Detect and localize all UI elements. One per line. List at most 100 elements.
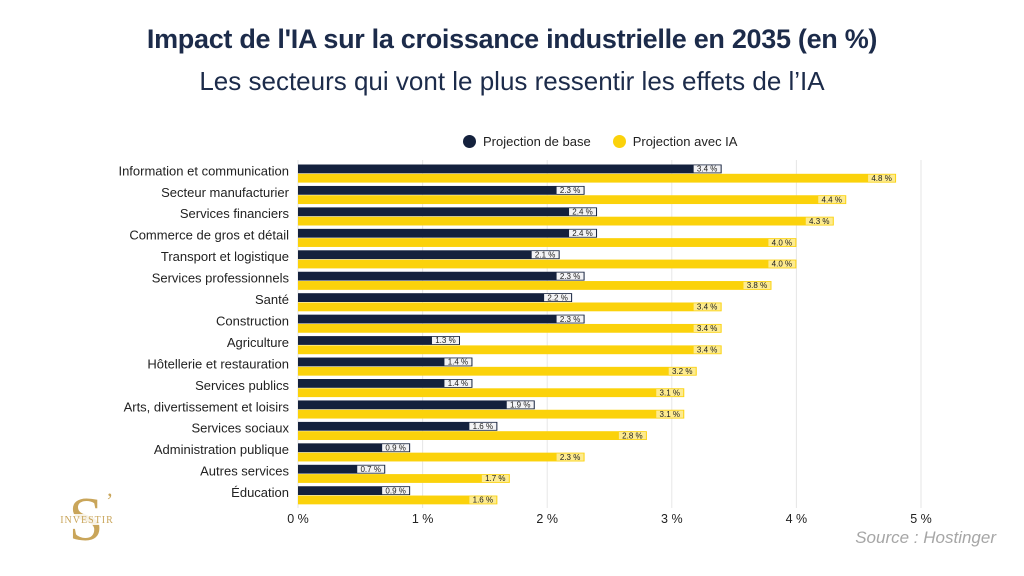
value-label-bg (818, 196, 846, 204)
value-label-bg (556, 186, 584, 194)
x-tick-label: 2 % (536, 512, 558, 526)
value-label: 0.7 % (360, 465, 380, 474)
value-label-bg (469, 496, 497, 504)
value-label: 1.4 % (448, 358, 468, 367)
source-note: Source : Hostinger (855, 528, 996, 547)
bar-ia (298, 302, 722, 312)
legend-dot-base (463, 134, 476, 148)
value-label-bg (444, 358, 472, 366)
bar-base (298, 379, 473, 388)
bar-ia (298, 495, 498, 505)
value-label: 3.1 % (660, 388, 680, 397)
value-label-bg (868, 174, 896, 182)
category-label: Transport et logistique (161, 249, 289, 264)
bar-base (298, 421, 498, 431)
value-label-bg (357, 465, 385, 473)
value-label: 2.4 % (572, 229, 592, 238)
category-label: Éducation (231, 485, 289, 500)
value-label: 3.8 % (747, 281, 767, 290)
bar-ia (298, 345, 722, 355)
category-label: Hôtellerie et restauration (147, 356, 289, 371)
category-label: Services professionnels (152, 271, 290, 286)
value-label-bg (618, 432, 646, 440)
value-label: 3.4 % (697, 165, 717, 174)
bar-ia (298, 431, 647, 440)
value-label: 4.4 % (822, 195, 842, 204)
category-label: Autres services (200, 464, 289, 479)
value-label: 3.4 % (697, 346, 717, 355)
value-label: 1.6 % (473, 422, 493, 431)
category-label: Arts, divertissement et loisirs (124, 399, 290, 414)
bar-base (298, 250, 560, 260)
logo-apostrophe: ’ (106, 488, 113, 513)
category-label: Agriculture (227, 335, 289, 350)
investir-logo: S ’ INVESTIR (54, 486, 120, 554)
chart-title: Impact de l'IA sur la croissance industr… (146, 24, 878, 54)
value-label: 2.3 % (560, 186, 580, 195)
chart-subtitle: Les secteurs qui vont le plus ressentir … (199, 66, 825, 96)
value-label: 1.4 % (448, 379, 468, 388)
value-label-bg (531, 251, 559, 259)
x-tick-label: 1 % (412, 512, 434, 526)
value-label-bg (693, 165, 721, 173)
legend-label-ia: Projection avec IA (632, 133, 738, 149)
value-label-bg (556, 315, 584, 323)
bar-ia (298, 173, 897, 183)
value-label-bg (469, 422, 497, 430)
category-label: Information et communication (118, 163, 289, 178)
value-label-bg (556, 272, 584, 280)
bar-ia (298, 216, 834, 226)
bar-base (298, 400, 535, 410)
bar-base (298, 207, 598, 217)
value-label: 2.1 % (535, 250, 555, 259)
x-tick-label: 4 % (786, 512, 808, 526)
value-label: 2.3 % (560, 315, 580, 324)
value-label-bg (743, 281, 771, 290)
category-label: Administration publique (154, 442, 289, 457)
value-label: 0.9 % (385, 443, 405, 452)
bar-base (298, 443, 411, 453)
value-label-bg (382, 444, 410, 452)
value-label: 4.3 % (809, 217, 829, 226)
value-label: 3.4 % (697, 324, 717, 333)
value-label: 1.9 % (510, 401, 530, 410)
bar-ia (298, 259, 797, 269)
value-label-bg (506, 401, 534, 409)
value-label: 2.8 % (622, 431, 642, 440)
value-label-bg (693, 346, 721, 354)
bar-base (298, 336, 460, 345)
bar-base (298, 486, 411, 496)
value-label-bg (556, 453, 584, 461)
value-label-bg (693, 303, 721, 311)
value-label: 3.1 % (660, 410, 680, 419)
value-label: 4.0 % (772, 238, 792, 247)
bar-ia (298, 388, 685, 398)
bar-ia (298, 281, 772, 290)
bar-ia (298, 323, 722, 333)
x-tick-label: 5 % (910, 512, 932, 526)
category-label: Santé (255, 292, 289, 307)
category-label: Construction (216, 313, 289, 328)
value-label-bg (569, 208, 597, 216)
value-label: 1.6 % (473, 496, 493, 505)
bar-ia (298, 409, 685, 419)
logo-text: INVESTIR (60, 515, 114, 526)
value-label: 2.3 % (560, 453, 580, 462)
value-label-bg (569, 229, 597, 237)
value-label-bg (382, 487, 410, 495)
value-label: 0.9 % (385, 486, 405, 495)
bar-base (298, 357, 473, 367)
logo-band (54, 514, 120, 525)
bar-ia (298, 366, 697, 376)
category-label: Services sociaux (191, 421, 289, 436)
value-label-bg (444, 379, 472, 387)
legend-item-base: Projection de base (463, 134, 591, 149)
value-label-bg (693, 324, 721, 332)
value-label: 4.0 % (772, 260, 792, 269)
bar-base (298, 164, 722, 174)
value-label: 2.4 % (572, 208, 592, 217)
value-label: 4.8 % (871, 174, 891, 183)
legend: Projection de base Projection avec IA (463, 131, 759, 151)
category-label: Services publics (195, 378, 289, 393)
